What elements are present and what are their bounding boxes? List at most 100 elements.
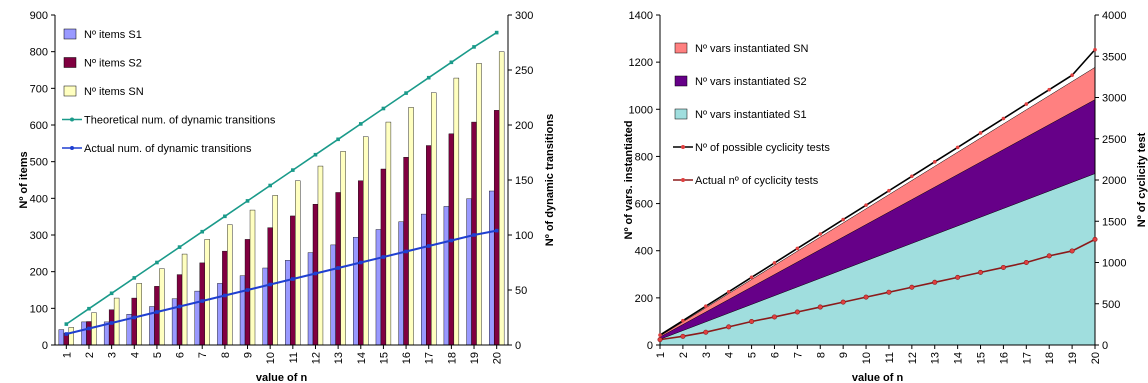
y-tick-label: 100 (30, 303, 48, 315)
point-s4-10 (886, 289, 892, 295)
y2-tick-label: 500 (1102, 299, 1120, 311)
y2-tick-label: 1000 (1102, 258, 1126, 270)
y-tick-label: 800 (635, 151, 653, 163)
point-s3-18 (472, 45, 476, 49)
point-s4-19 (1092, 236, 1098, 242)
bar-s1-4 (154, 286, 160, 346)
point-s3-2 (109, 291, 114, 296)
x-tick-label: 4 (129, 352, 141, 358)
x-tick-label: 20 (1090, 352, 1102, 364)
legend-swatch-0 (63, 28, 77, 40)
point-s3-0 (64, 322, 69, 326)
x-tick-label: 13 (930, 352, 942, 364)
point-s3-1 (87, 306, 91, 311)
y2-tick-label: 3500 (1102, 51, 1126, 63)
point-s4-16 (1023, 259, 1029, 265)
x-tick-label: 4 (724, 352, 736, 358)
y2-tick-label: 50 (515, 285, 527, 297)
point-s4-5 (177, 304, 182, 309)
x-tick-label: 10 (265, 352, 277, 364)
point-s4-3 (132, 315, 137, 320)
x-tick-label: 19 (1067, 352, 1079, 364)
point-s3-15 (1001, 116, 1006, 121)
bar-s2-18 (476, 63, 482, 346)
x-tick-label: 12 (907, 352, 919, 364)
y2-tick-label: 1500 (1102, 216, 1126, 228)
bar-s2-7 (227, 224, 233, 346)
bar-s0-11 (307, 252, 314, 346)
legend-label-4: Actual num. of dynamic transitions (84, 143, 252, 155)
y2-tick-label: 3000 (1102, 93, 1126, 105)
legend-swatch-1 (63, 57, 77, 68)
y-tick-label: 1000 (629, 104, 653, 116)
point-s3-1 (681, 318, 685, 323)
point-s3-16 (1024, 102, 1029, 106)
point-s4-17 (449, 238, 454, 243)
x-tick-label: 16 (998, 352, 1010, 364)
point-s4-7 (817, 304, 823, 310)
y-tick-label: 1400 (629, 10, 653, 22)
line-3 (65, 31, 498, 325)
y2-axis-title: Nº of dynamic transitions (544, 114, 556, 246)
point-s4-12 (932, 279, 938, 285)
legend-label-0: Nº vars instantiated SN (695, 43, 809, 55)
point-s3-13 (358, 122, 363, 126)
line-4 (66, 229, 497, 335)
point-s4-4 (749, 318, 755, 324)
point-s3-10 (291, 168, 295, 172)
point-s3-4 (749, 275, 754, 280)
bar-s1-2 (108, 309, 115, 346)
x-tick-label: 16 (401, 352, 413, 364)
chart-vars-cyclicity: 0200400600800100012001400050010001500200… (623, 10, 1148, 383)
point-s4-10 (291, 277, 295, 281)
point-s4-3 (726, 324, 732, 330)
point-s4-15 (1000, 264, 1006, 270)
point-s4-6 (200, 299, 205, 303)
point-s4-8 (840, 299, 846, 305)
point-s4-16 (426, 244, 431, 248)
y-tick-label: 800 (30, 47, 48, 59)
legend-marker-3 (681, 145, 685, 149)
bar-s2-14 (385, 121, 392, 346)
point-s3-12 (336, 137, 340, 142)
bar-s2-10 (295, 180, 301, 346)
point-s3-2 (703, 304, 708, 309)
y-tick-label: 600 (635, 199, 653, 211)
legend-swatch-2 (674, 108, 688, 120)
point-s3-10 (887, 188, 891, 193)
x-tick-label: 5 (747, 352, 759, 358)
x-tick-label: 2 (84, 352, 96, 358)
bar-s2-19 (498, 51, 505, 346)
x-axis-title: value of n (852, 372, 904, 383)
bar-s2-0 (68, 327, 74, 346)
point-s3-4 (155, 260, 159, 265)
point-s3-9 (268, 183, 272, 188)
legend-label-2: Nº items SN (84, 86, 144, 98)
point-s4-6 (794, 309, 800, 315)
point-s3-7 (818, 232, 823, 236)
y-axis-title: Nº of vars. instantiated (623, 121, 635, 240)
bar-s2-11 (317, 165, 324, 346)
point-s4-2 (703, 329, 709, 335)
x-tick-label: 7 (197, 352, 209, 358)
area-2 (659, 173, 1096, 346)
bar-s0-5 (171, 298, 178, 346)
point-s3-19 (1093, 47, 1097, 52)
point-s4-8 (245, 288, 250, 292)
x-tick-label: 6 (769, 352, 781, 358)
line-4 (659, 238, 1096, 341)
x-tick-label: 6 (175, 352, 187, 358)
point-s3-9 (864, 203, 868, 207)
x-tick-label: 3 (701, 352, 713, 358)
x-tick-label: 17 (1021, 352, 1033, 364)
bar-s0-14 (375, 229, 382, 346)
x-tick-label: 14 (953, 352, 965, 364)
legend-marker-3 (70, 117, 74, 122)
point-s4-12 (336, 266, 340, 270)
point-s3-18 (1070, 73, 1074, 78)
x-tick-label: 14 (356, 352, 368, 364)
y2-tick-label: 150 (515, 175, 533, 187)
point-s3-12 (932, 160, 937, 164)
point-s4-18 (1069, 248, 1075, 254)
y2-tick-label: 2500 (1102, 134, 1126, 146)
